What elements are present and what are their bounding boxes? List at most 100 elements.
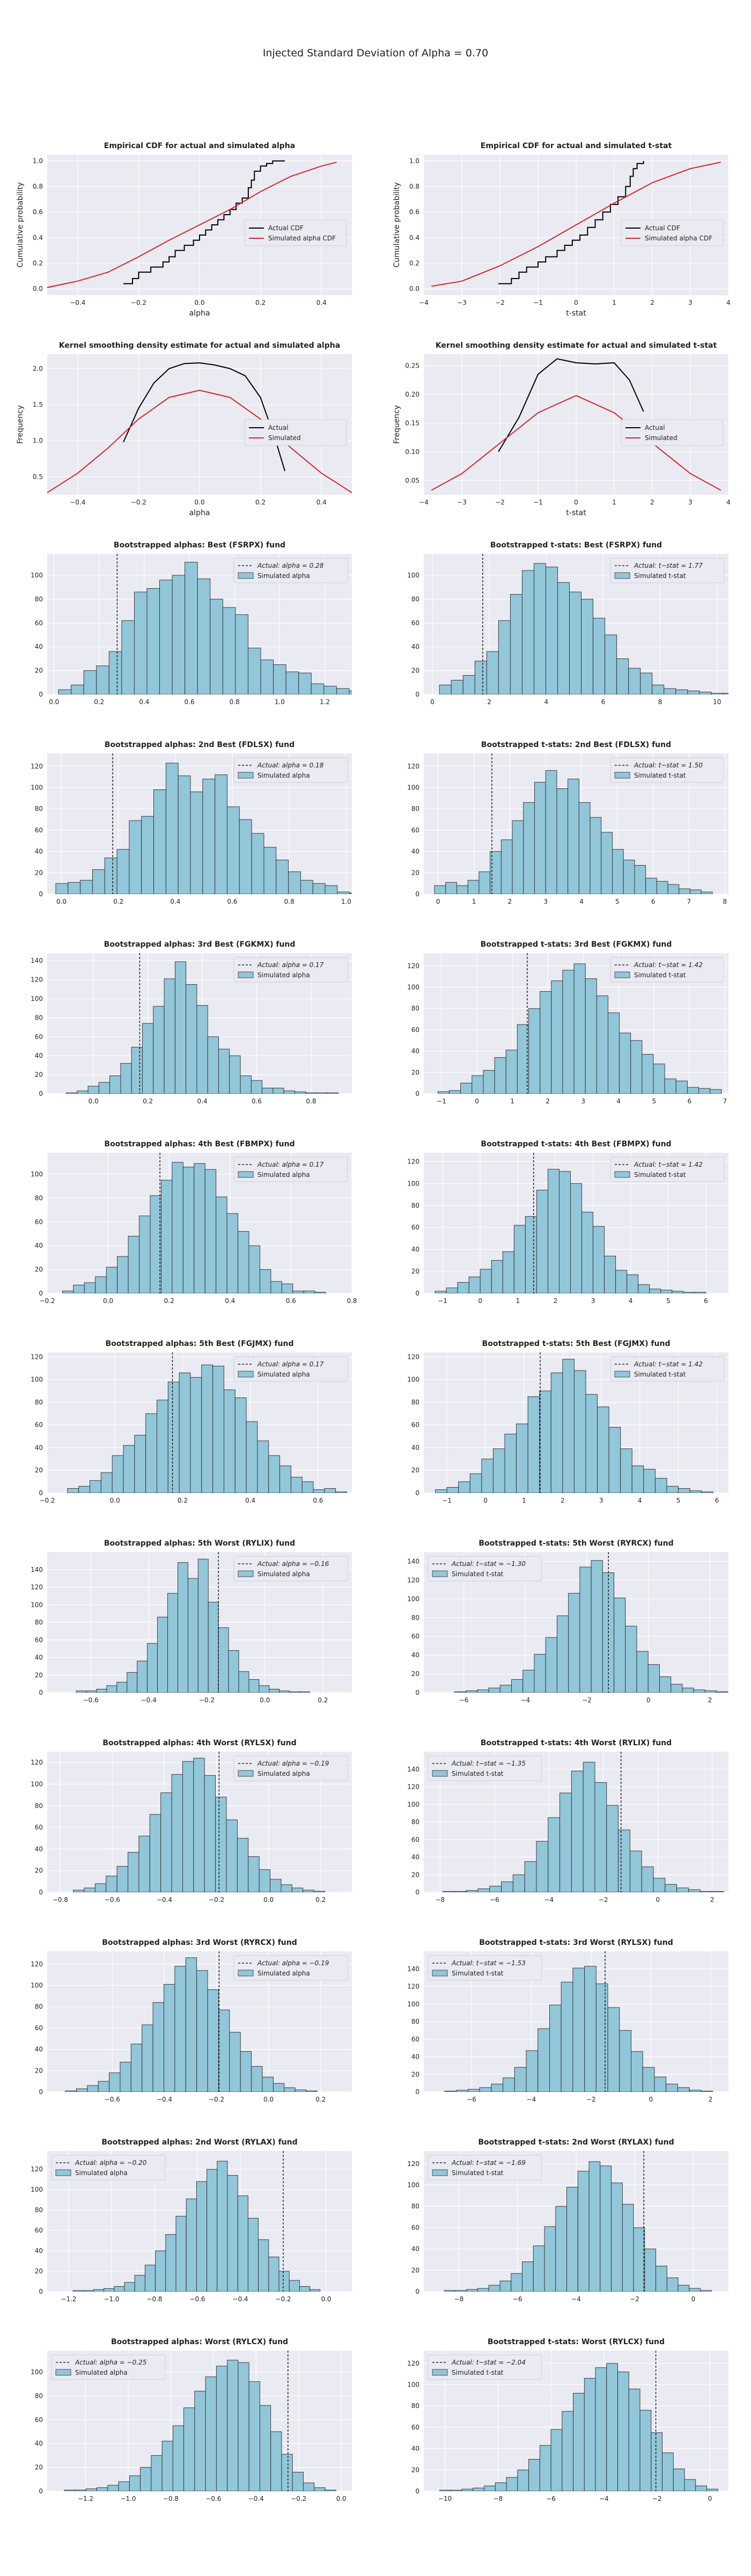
- plot-marks: [73, 1752, 325, 1892]
- legend-box: [428, 2354, 542, 2380]
- legend: Actual: alpha = −0.16 Simulated alpha: [233, 1556, 348, 1582]
- histogram-bar: [104, 2288, 115, 2292]
- x-axis-label: alpha: [189, 309, 210, 318]
- histogram-bar: [299, 1691, 311, 1693]
- histogram-bar: [561, 1981, 573, 2092]
- histogram-bar: [451, 679, 463, 694]
- y-tick-label: 80: [35, 2003, 43, 2010]
- y-tick-label: 100: [31, 1601, 43, 1608]
- series-line-1: [498, 160, 644, 284]
- histogram-bar: [671, 1684, 683, 1693]
- histogram-bar: [695, 2485, 707, 2491]
- y-tick-label: 100: [407, 1180, 419, 1187]
- histogram-bar: [461, 2489, 474, 2491]
- histogram-bar: [457, 1282, 469, 1293]
- histogram-bar: [550, 2429, 563, 2491]
- subplot-title: Bootstrapped t-stats: 3rd Best (FGKMX) f…: [481, 940, 672, 949]
- histogram-bar: [572, 1967, 585, 2092]
- legend-actual-label: Actual: t−stat = 1.42: [634, 961, 703, 969]
- histogram-bar: [207, 2169, 218, 2292]
- y-tick-label: 0: [415, 691, 419, 698]
- plot-marks: [439, 554, 728, 694]
- x-tick-label: −0.2: [131, 299, 146, 306]
- histogram-bar: [556, 788, 569, 894]
- legend-simulated-swatch: [55, 2369, 71, 2376]
- histogram-bar: [538, 2028, 550, 2092]
- histogram-bar: [562, 2411, 574, 2491]
- y-tick-label: 60: [411, 619, 419, 627]
- subplot-title: Bootstrapped alphas: 5th Best (FGJMX) fu…: [106, 1340, 294, 1348]
- y-tick-label: 40: [411, 1444, 419, 1451]
- x-tick-label: −4: [520, 1696, 530, 1704]
- x-tick-label: 3: [543, 898, 548, 905]
- y-axis-label: Frequency: [16, 405, 25, 444]
- histogram-bar: [164, 1984, 175, 2092]
- x-tick-label: 0: [646, 1696, 651, 1704]
- subplot-4: Kernel smoothing density estimate for ac…: [393, 341, 731, 517]
- y-tick-label: 100: [407, 984, 419, 991]
- y-tick-label: 100: [31, 1376, 43, 1384]
- x-tick-label: 0.6: [227, 898, 237, 905]
- x-tick-label: 0.4: [170, 898, 180, 905]
- legend-simulated-label: Simulated alpha: [257, 1171, 310, 1179]
- histogram-bar: [76, 1690, 87, 1693]
- x-tick-label: 0: [691, 2295, 696, 2303]
- x-tick-label: −1.0: [104, 2295, 119, 2303]
- histogram-bar: [269, 1688, 280, 1693]
- y-tick-label: 80: [35, 1014, 43, 1021]
- legend-box: [244, 419, 347, 446]
- histogram-bar: [716, 1691, 728, 1693]
- histogram-bar: [499, 2280, 512, 2292]
- x-tick-label: −0.4: [70, 299, 85, 306]
- histogram-bar: [281, 2454, 293, 2491]
- x-tick-label: −0.2: [209, 1896, 224, 1904]
- y-tick-label: 2.0: [33, 365, 43, 372]
- x-tick-label: 1: [612, 499, 616, 506]
- histogram-bar: [238, 1671, 249, 1693]
- histogram-bar: [292, 2472, 304, 2491]
- histogram-bar: [667, 884, 680, 894]
- y-tick-label: 40: [411, 2445, 419, 2453]
- figure-suptitle: Injected Standard Deviation of Alpha = 0…: [262, 47, 489, 59]
- histogram-bar: [86, 1690, 97, 1693]
- legend: Actual: t−stat = 1.42 Simulated t-stat: [610, 1356, 725, 1382]
- x-tick-label: −4: [571, 2295, 581, 2303]
- histogram-bar: [593, 1226, 605, 1293]
- x-tick-label: 0.4: [316, 299, 327, 306]
- y-tick-label: 0: [415, 1489, 419, 1497]
- subplot-title: Kernel smoothing density estimate for ac…: [436, 341, 717, 350]
- histogram-bar: [566, 2187, 578, 2292]
- histogram-bar: [276, 860, 289, 894]
- legend-box: [51, 2354, 166, 2380]
- x-tick-label: −4: [419, 499, 429, 506]
- histogram-bar: [157, 1400, 168, 1493]
- subplot-18: Bootstrapped t-stats: 4th Worst (RYLIX) …: [407, 1739, 728, 1904]
- x-tick-label: 6: [601, 698, 606, 706]
- y-tick-label: 40: [411, 1246, 419, 1253]
- legend-actual-label: Actual: t−stat = 1.42: [634, 1161, 703, 1168]
- histogram-bar: [704, 1690, 717, 1693]
- histogram-bar: [172, 1162, 183, 1293]
- histogram-bar: [652, 684, 665, 694]
- y-tick-label: 60: [35, 2024, 43, 2032]
- histogram-bar: [161, 2441, 173, 2491]
- histogram-bar: [504, 1433, 517, 1493]
- y-tick-label: 100: [31, 2368, 43, 2376]
- histogram-bar: [92, 869, 105, 894]
- histogram-bar: [327, 1092, 339, 1094]
- x-tick-label: 6: [704, 1297, 708, 1305]
- y-tick-label: 120: [407, 1983, 419, 1990]
- y-tick-label: 20: [411, 667, 419, 675]
- histogram-bar: [108, 651, 122, 694]
- histogram-bar: [595, 1984, 608, 2092]
- y-tick-label: 80: [411, 2018, 419, 2025]
- histogram-bar: [643, 1469, 656, 1493]
- y-tick-label: 80: [411, 805, 419, 813]
- y-tick-label: 20: [411, 1670, 419, 1678]
- subplot-1: Empirical CDF for actual and simulated a…: [16, 142, 352, 318]
- histogram-bar: [606, 2363, 618, 2491]
- legend: Actual: t−stat = 1.42 Simulated t-stat: [610, 957, 725, 983]
- y-tick-label: 0: [39, 1689, 43, 1696]
- histogram-bar: [489, 1886, 502, 1892]
- histogram-bar: [172, 575, 186, 694]
